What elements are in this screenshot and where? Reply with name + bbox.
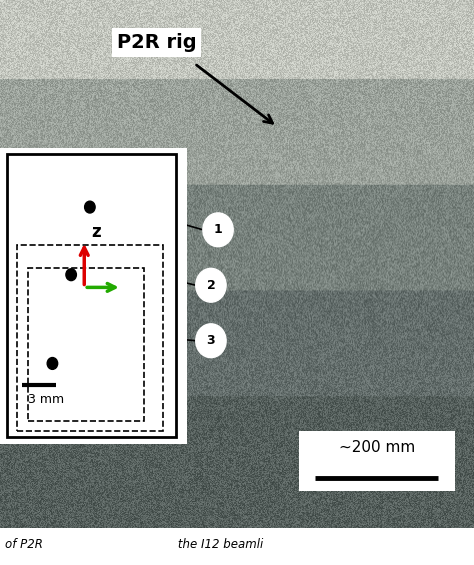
Text: of P2R                                    the I12 beamli: of P2R the I12 beamli — [5, 538, 263, 551]
Text: 3: 3 — [207, 334, 215, 347]
Bar — [28, 268, 144, 420]
Circle shape — [66, 269, 76, 281]
Text: 2: 2 — [207, 279, 215, 292]
Circle shape — [47, 358, 58, 370]
Text: ~200 mm: ~200 mm — [339, 440, 415, 455]
Circle shape — [196, 324, 226, 358]
Text: P2R rig: P2R rig — [117, 33, 196, 52]
Circle shape — [203, 213, 233, 247]
Text: 3 mm: 3 mm — [28, 393, 64, 406]
Bar — [299, 431, 455, 492]
Circle shape — [85, 201, 95, 213]
Text: z: z — [92, 223, 101, 241]
Bar — [17, 245, 163, 431]
Text: 1: 1 — [214, 223, 222, 236]
Circle shape — [196, 268, 226, 302]
